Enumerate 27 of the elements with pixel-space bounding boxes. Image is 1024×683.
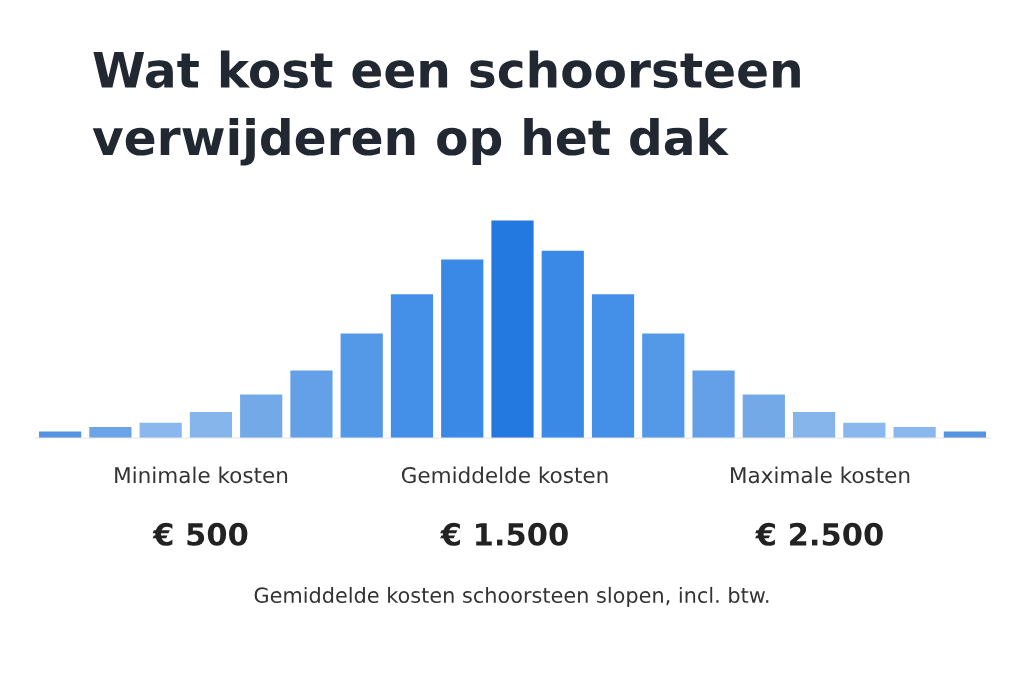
text: Minimale kosten xyxy=(115,466,288,484)
bar xyxy=(340,333,383,438)
text: Gemiddelde kosten xyxy=(401,466,608,484)
text: Maximale kosten xyxy=(731,466,910,484)
bar xyxy=(692,370,735,438)
text: Gemiddelde kosten schoorsteen slopen, incl. btw. xyxy=(254,586,769,608)
bar xyxy=(792,411,836,438)
bar xyxy=(39,431,82,438)
bar xyxy=(290,370,333,438)
text: € 2.500 xyxy=(755,522,883,546)
text: € 1.500 xyxy=(440,522,568,546)
bar xyxy=(240,394,283,438)
bar xyxy=(742,394,785,438)
bar xyxy=(541,250,584,438)
bar xyxy=(189,411,233,438)
bar xyxy=(843,422,886,438)
text: € 500 xyxy=(152,522,248,546)
bar xyxy=(591,294,635,438)
chart-title: Wat kost een schoorsteen verwijderen op het dak xyxy=(92,50,800,166)
bar xyxy=(491,220,534,438)
bar xyxy=(893,427,936,438)
bar xyxy=(390,294,434,438)
bar xyxy=(642,333,685,438)
bar xyxy=(139,422,182,438)
bar xyxy=(943,431,986,438)
bar xyxy=(89,427,132,438)
bar xyxy=(441,259,484,438)
